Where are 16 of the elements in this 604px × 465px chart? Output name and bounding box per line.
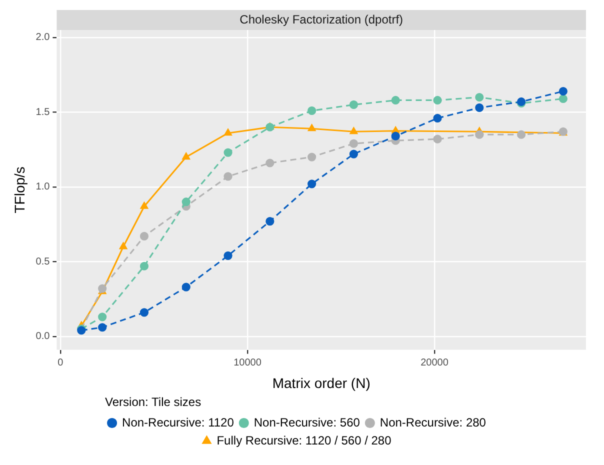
x-tick-label: 10000: [234, 358, 262, 369]
legend-title: Version: Tile sizes: [105, 394, 202, 409]
x-tick-label: 0: [58, 358, 64, 369]
legend-label: Non-Recursive: 560: [254, 415, 360, 430]
x-tick-label: 20000: [420, 358, 449, 369]
legend-label: Non-Recursive: 280: [380, 415, 486, 430]
legend-label: Fully Recursive: 1120 / 560 / 280: [216, 433, 392, 448]
chart-title: Cholesky Factorization (dpotrf): [240, 12, 404, 26]
y-tick-label: 0.0: [36, 331, 50, 342]
legend-label: Non-Recursive: 1120: [122, 415, 234, 430]
y-tick-label: 0.5: [36, 256, 50, 268]
y-tick-label: 1.0: [36, 182, 50, 193]
y-tick-label: 2.0: [36, 32, 50, 44]
y-tick-label: 1.5: [36, 106, 50, 118]
x-axis-title: Matrix order (N): [272, 375, 370, 392]
y-axis-title: TFlop/s: [11, 166, 28, 214]
